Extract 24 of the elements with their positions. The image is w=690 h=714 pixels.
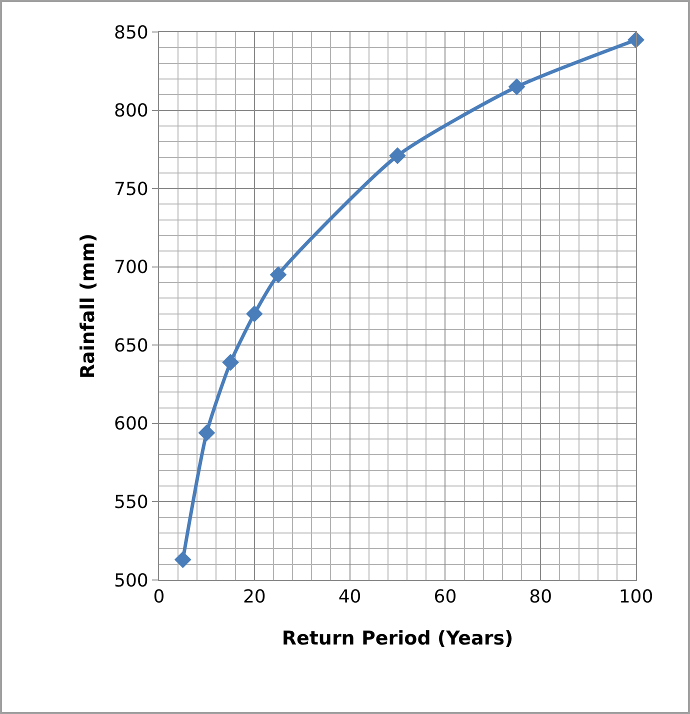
point: [222, 354, 239, 371]
x-tick-label: 100: [618, 586, 654, 608]
y-tick-label: 500: [114, 570, 148, 592]
y-tick-label: 700: [114, 257, 148, 278]
point: [174, 551, 192, 568]
y-axis-title: Rainfall (mm): [76, 233, 99, 379]
x-tick-label: 80: [529, 586, 552, 608]
point: [246, 305, 263, 322]
x-tick-label: 0: [153, 586, 165, 608]
y-tick-label: 800: [114, 100, 148, 122]
y-tick-label: 750: [114, 178, 148, 200]
x-axis-title: Return Period (Years): [282, 627, 514, 650]
point: [270, 266, 287, 284]
y-tick-label: 600: [114, 414, 148, 435]
y-tick-label: 650: [114, 335, 148, 356]
y-tick-label: 850: [114, 22, 148, 44]
point: [198, 424, 216, 442]
point: [389, 147, 406, 164]
x-tick-label: 40: [338, 586, 362, 608]
point: [508, 78, 526, 96]
x-tick-label: 60: [434, 586, 457, 608]
y-tick-label: 550: [114, 492, 148, 514]
x-tick-label: 20: [242, 586, 266, 608]
point: [628, 31, 644, 48]
